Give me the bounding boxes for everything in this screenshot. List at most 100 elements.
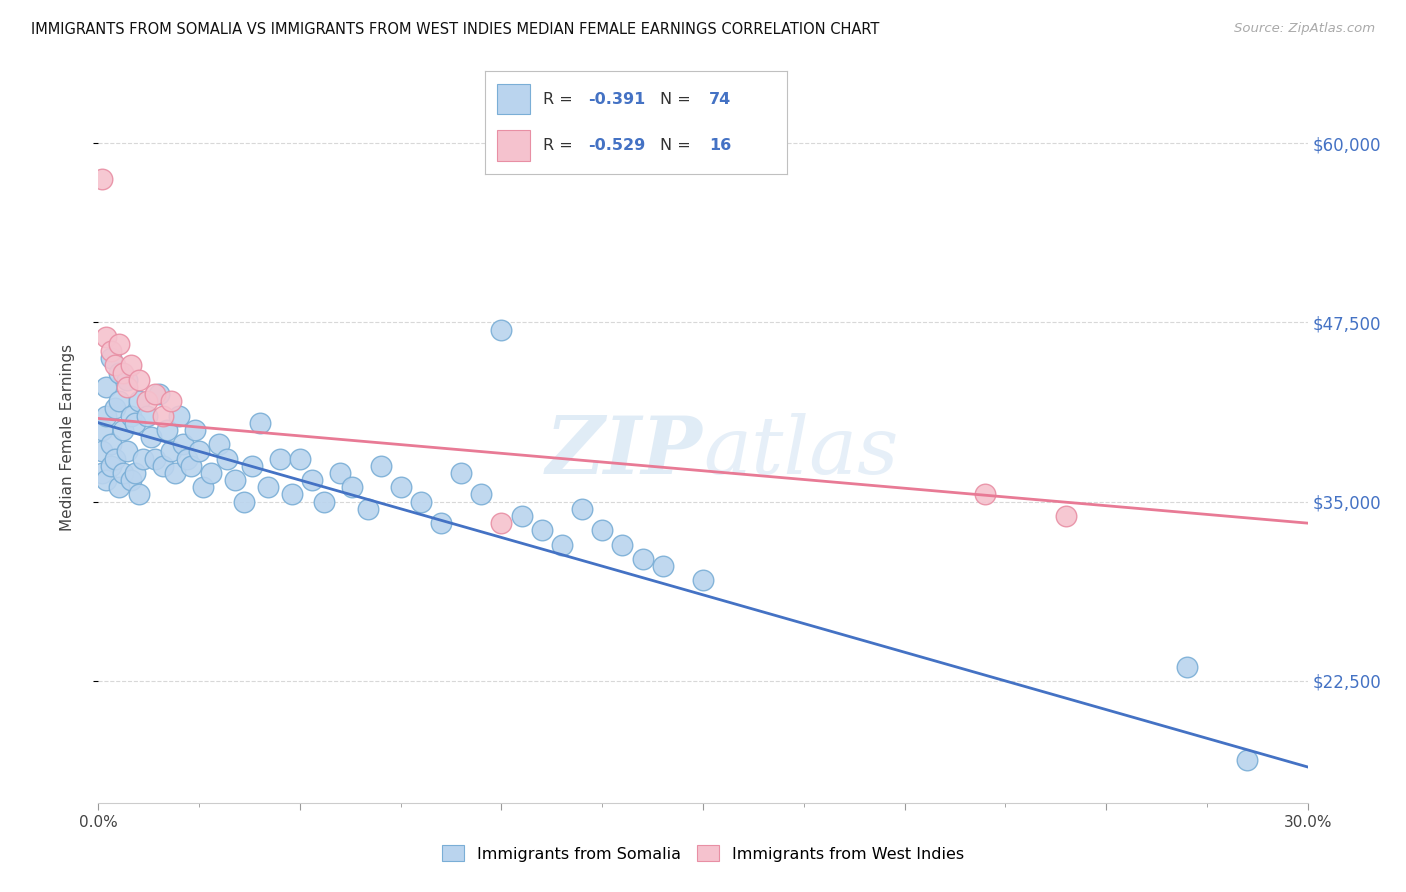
Point	[115, 373, 138, 387]
Text: -0.391: -0.391	[588, 92, 645, 106]
Point	[167, 409, 190, 423]
Point	[224, 473, 246, 487]
Point	[430, 516, 453, 530]
Point	[530, 524, 553, 538]
Point	[160, 394, 183, 409]
Point	[100, 458, 122, 473]
Point	[281, 487, 304, 501]
Point	[357, 501, 380, 516]
Point	[111, 423, 134, 437]
Point	[100, 437, 122, 451]
Point	[148, 387, 170, 401]
Point	[510, 508, 533, 523]
Point	[143, 387, 166, 401]
Point	[208, 437, 231, 451]
Point	[240, 458, 263, 473]
Point	[96, 329, 118, 343]
Point	[1236, 753, 1258, 767]
Text: -0.529: -0.529	[588, 137, 645, 153]
Point	[450, 466, 472, 480]
Point	[107, 480, 129, 494]
Point	[107, 394, 129, 409]
Point	[974, 487, 997, 501]
Text: IMMIGRANTS FROM SOMALIA VS IMMIGRANTS FROM WEST INDIES MEDIAN FEMALE EARNINGS CO: IMMIGRANTS FROM SOMALIA VS IMMIGRANTS FR…	[31, 22, 879, 37]
Point	[342, 480, 364, 494]
Point	[193, 480, 215, 494]
Point	[152, 409, 174, 423]
Point	[100, 351, 122, 366]
Point	[100, 344, 122, 359]
Point	[631, 552, 654, 566]
Point	[128, 373, 150, 387]
Point	[389, 480, 412, 494]
Point	[103, 359, 125, 373]
Point	[692, 574, 714, 588]
Point	[217, 451, 239, 466]
Point	[188, 444, 211, 458]
Point	[491, 322, 513, 336]
Point	[491, 516, 513, 530]
Point	[249, 416, 271, 430]
Point	[103, 451, 125, 466]
Point	[135, 409, 157, 423]
Point	[139, 430, 162, 444]
Point	[107, 336, 129, 351]
Point	[115, 380, 138, 394]
Point	[120, 473, 142, 487]
Point	[200, 466, 222, 480]
Point	[124, 466, 146, 480]
Point	[120, 359, 142, 373]
Point	[329, 466, 352, 480]
Point	[612, 538, 634, 552]
Point	[551, 538, 574, 552]
Point	[115, 444, 138, 458]
Text: N =: N =	[661, 92, 696, 106]
Point	[91, 444, 114, 458]
Point	[91, 172, 114, 186]
FancyBboxPatch shape	[498, 130, 530, 161]
Point	[160, 444, 183, 458]
Y-axis label: Median Female Earnings: Median Female Earnings	[60, 343, 75, 531]
Point	[172, 437, 194, 451]
Point	[1054, 508, 1077, 523]
Text: 74: 74	[709, 92, 731, 106]
Point	[163, 466, 186, 480]
Legend: Immigrants from Somalia, Immigrants from West Indies: Immigrants from Somalia, Immigrants from…	[436, 838, 970, 868]
Point	[269, 451, 291, 466]
Point	[91, 423, 114, 437]
Point	[409, 494, 432, 508]
Text: atlas: atlas	[703, 413, 898, 491]
Point	[470, 487, 492, 501]
Point	[132, 451, 155, 466]
Point	[184, 423, 207, 437]
Point	[651, 559, 673, 574]
Point	[135, 394, 157, 409]
Point	[128, 487, 150, 501]
Point	[143, 451, 166, 466]
Text: ZIP: ZIP	[546, 413, 703, 491]
Point	[591, 524, 613, 538]
Text: N =: N =	[661, 137, 696, 153]
Point	[107, 366, 129, 380]
Point	[1175, 659, 1198, 673]
Point	[232, 494, 254, 508]
Text: Source: ZipAtlas.com: Source: ZipAtlas.com	[1234, 22, 1375, 36]
Point	[111, 466, 134, 480]
Point	[96, 473, 118, 487]
Point	[314, 494, 336, 508]
FancyBboxPatch shape	[498, 84, 530, 114]
Point	[124, 416, 146, 430]
Text: 16: 16	[709, 137, 731, 153]
Point	[288, 451, 311, 466]
Point	[111, 366, 134, 380]
Point	[176, 451, 198, 466]
Point	[370, 458, 392, 473]
Point	[96, 380, 118, 394]
Point	[180, 458, 202, 473]
Text: R =: R =	[543, 137, 578, 153]
Point	[301, 473, 323, 487]
Point	[256, 480, 278, 494]
Point	[120, 409, 142, 423]
Text: R =: R =	[543, 92, 578, 106]
Point	[128, 394, 150, 409]
